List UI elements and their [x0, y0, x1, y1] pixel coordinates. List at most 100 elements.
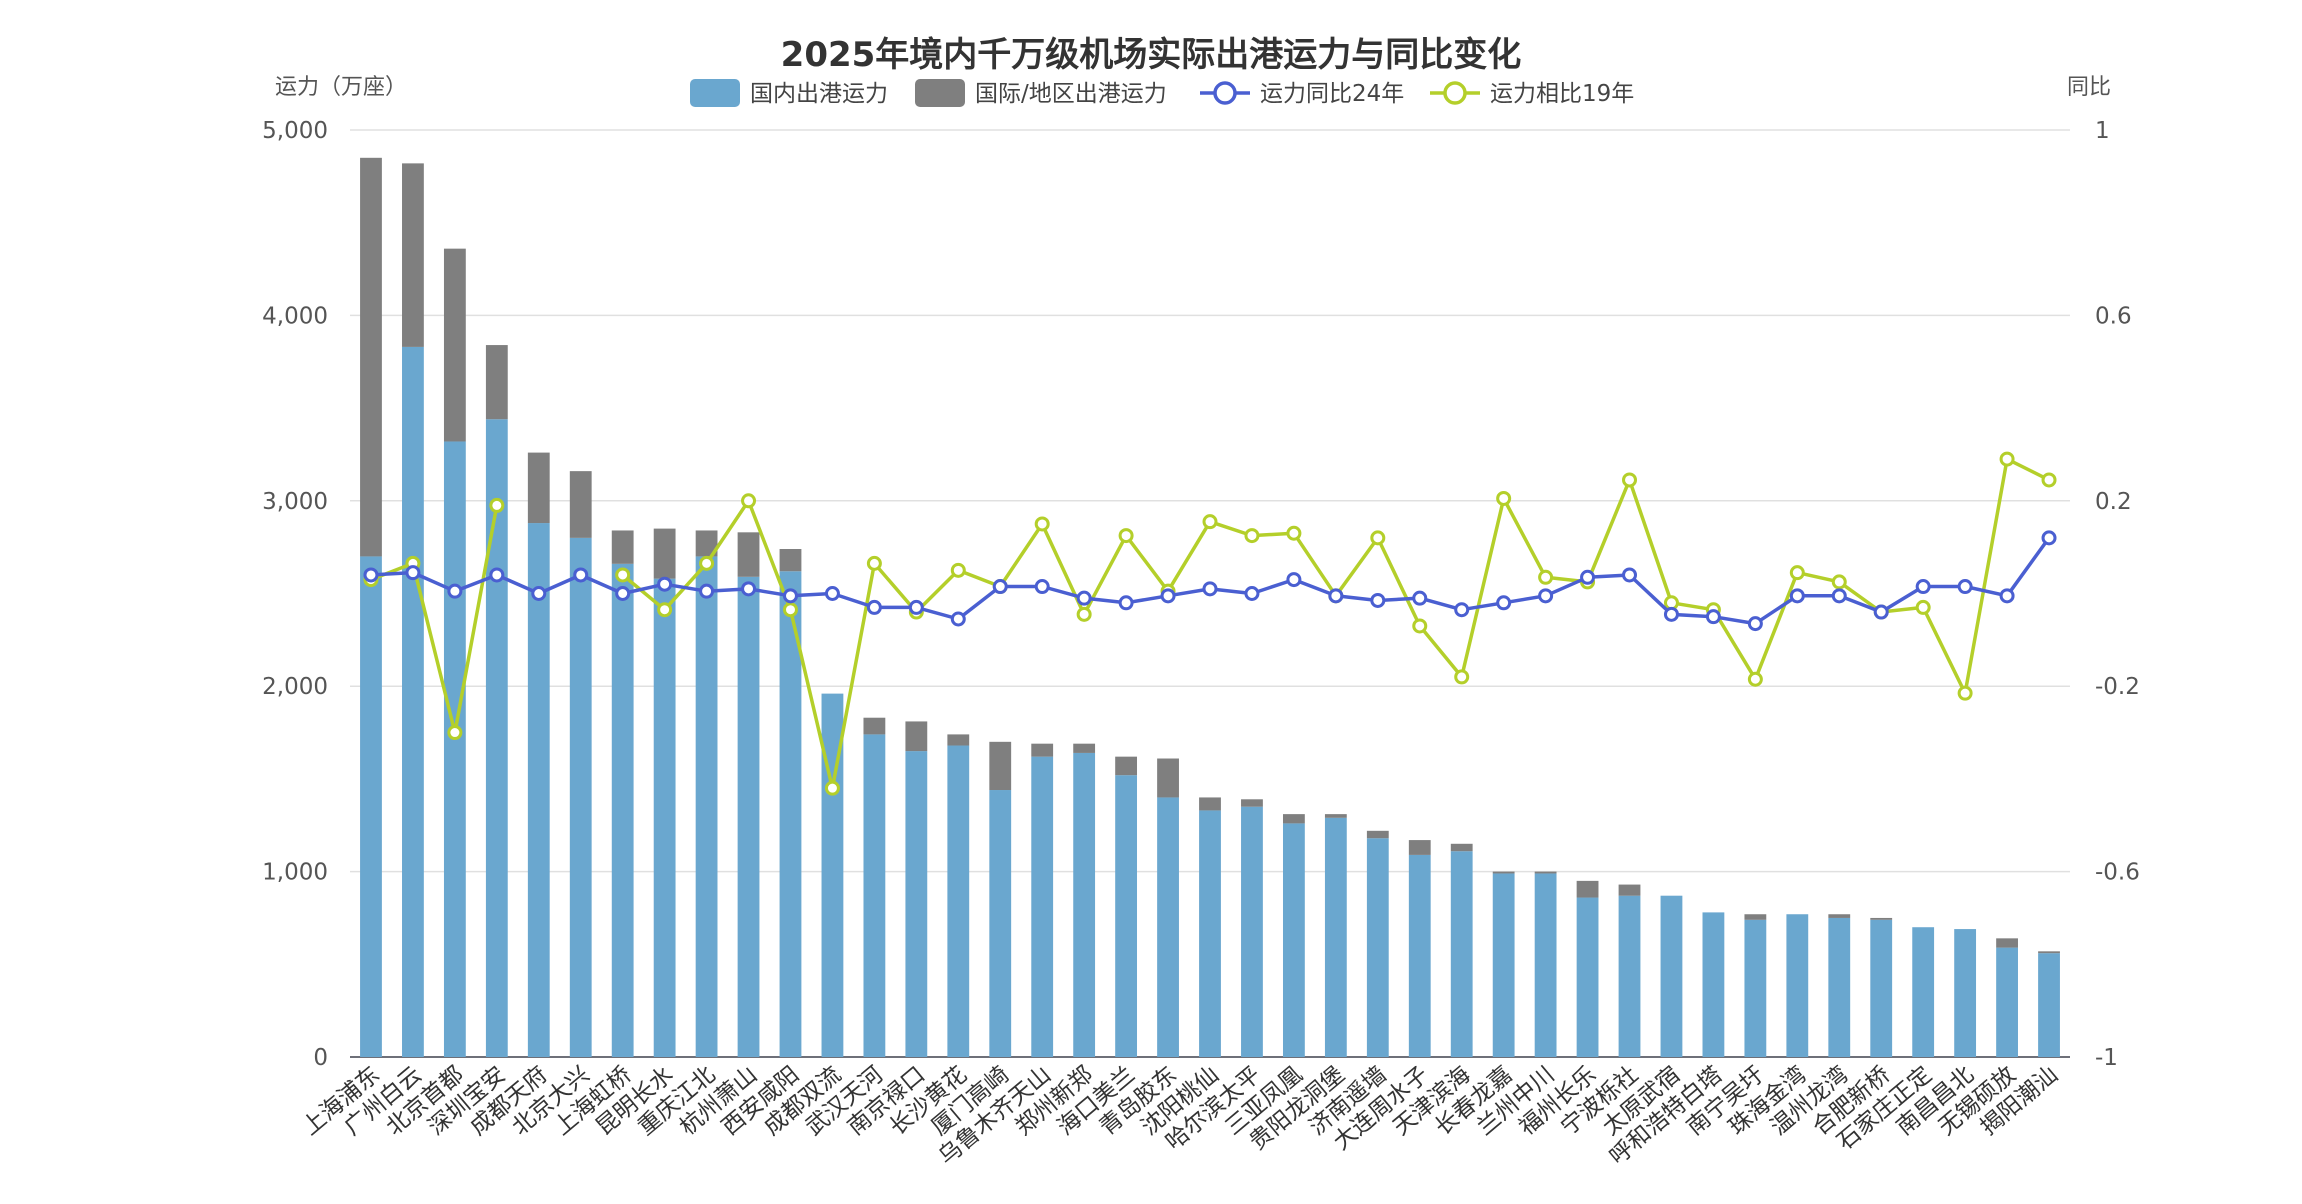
bar-domestic: [779, 571, 802, 1057]
y-tick-left: 2,000: [262, 674, 328, 700]
point-yoy24: [1580, 569, 1596, 585]
y-axis-right-label: 同比: [2067, 75, 2111, 100]
y-tick-left: 3,000: [262, 489, 328, 515]
bar-international: [1199, 797, 1221, 811]
bar-international: [1534, 871, 1557, 874]
bar-domestic: [569, 537, 592, 1057]
bar-domestic: [1702, 912, 1725, 1057]
point-vs19: [1118, 528, 1134, 544]
y-tick-right: -1: [2095, 1045, 2118, 1071]
bar-domestic: [443, 441, 466, 1057]
bar-international: [1282, 814, 1305, 824]
bar-domestic: [989, 790, 1012, 1057]
bar-international: [1366, 830, 1389, 839]
point-vs19: [657, 602, 673, 618]
bar-domestic: [863, 734, 886, 1057]
bar-international: [2038, 951, 2060, 954]
bar-international: [402, 163, 424, 347]
bar-international: [1870, 917, 1893, 920]
point-yoy24: [489, 567, 505, 583]
bar-domestic: [1618, 895, 1641, 1057]
bar-domestic: [1744, 919, 1767, 1057]
bar-international: [863, 717, 886, 735]
y-axis-left-label: 运力（万座）: [275, 75, 407, 100]
point-yoy24: [1202, 581, 1218, 597]
bar-international: [1157, 758, 1179, 798]
bar-international: [1324, 814, 1347, 818]
y-tick-left: 4,000: [262, 303, 328, 329]
point-vs19: [1454, 669, 1470, 685]
bar-domestic: [1073, 752, 1096, 1057]
point-yoy24: [1328, 588, 1344, 604]
bar-domestic: [1408, 854, 1431, 1057]
point-vs19: [2041, 472, 2057, 488]
bar-international: [1576, 880, 1599, 898]
bar-domestic: [527, 523, 550, 1057]
bar-domestic: [1241, 806, 1263, 1057]
bar-domestic: [360, 556, 382, 1057]
category-labels: 上海浦东广州白云北京首都深圳宝安成都天府北京大兴上海虹桥昆明长水重庆江北杭州萧山…: [298, 1062, 2063, 1171]
bar-domestic: [1786, 914, 1809, 1057]
point-vs19: [824, 780, 840, 796]
bar-domestic: [1534, 873, 1557, 1057]
legend-label: 运力相比19年: [1490, 81, 1634, 107]
point-yoy24: [782, 588, 798, 604]
point-vs19: [1622, 472, 1638, 488]
bar-domestic: [947, 745, 970, 1057]
point-vs19: [1286, 525, 1302, 541]
bar-domestic: [2038, 953, 2060, 1057]
point-yoy24: [1831, 588, 1847, 604]
point-vs19: [950, 562, 966, 578]
point-yoy24: [363, 567, 379, 583]
point-yoy24: [1034, 579, 1050, 595]
bar-international: [1408, 840, 1431, 855]
y-tick-right: -0.6: [2095, 860, 2140, 886]
point-yoy24: [908, 599, 924, 615]
point-yoy24: [1076, 590, 1092, 606]
point-yoy24: [824, 586, 840, 601]
point-vs19: [1747, 671, 1763, 687]
point-yoy24: [1999, 588, 2015, 604]
point-vs19: [1034, 516, 1050, 532]
bar-international: [527, 452, 550, 524]
point-yoy24: [1160, 588, 1176, 604]
point-yoy24: [1496, 595, 1512, 611]
y-tick-left: 1,000: [262, 860, 328, 886]
bar-international: [695, 530, 718, 557]
bar-domestic: [1870, 919, 1893, 1057]
bar-international: [1744, 914, 1767, 920]
bar-domestic: [1324, 817, 1347, 1057]
point-yoy24: [1622, 567, 1638, 583]
bar-domestic: [402, 346, 424, 1058]
point-yoy24: [699, 583, 715, 599]
y-tick-right: 1: [2095, 118, 2110, 144]
bar-international: [485, 345, 508, 420]
bar-domestic: [1492, 873, 1515, 1057]
legend-label: 运力同比24年: [1260, 81, 1404, 107]
point-yoy24: [1286, 572, 1302, 588]
bar-domestic: [1282, 823, 1305, 1057]
point-yoy24: [573, 567, 589, 583]
point-yoy24: [1370, 592, 1386, 608]
point-yoy24: [2041, 530, 2057, 546]
bar-international: [443, 248, 466, 442]
point-yoy24: [1454, 602, 1470, 618]
axis-ticks: 0 1,000 2,000 3,000 4,000 5,000 -1 -0.6 -0.2 0.2 0…: [262, 118, 2140, 1071]
point-vs19: [447, 725, 463, 741]
bar-domestic: [1366, 838, 1389, 1057]
point-vs19: [1538, 569, 1554, 585]
bar-domestic: [1450, 851, 1473, 1057]
legend-label: 国际/地区出港运力: [975, 81, 1167, 107]
bar-international: [1828, 914, 1851, 918]
bars: [360, 157, 2060, 1058]
y-tick-right: 0.2: [2095, 489, 2132, 515]
bar-international: [947, 734, 970, 746]
bar-international: [1073, 743, 1096, 753]
point-yoy24: [1705, 609, 1721, 625]
bar-international: [737, 532, 760, 577]
bar-international: [360, 157, 382, 557]
point-yoy24: [741, 581, 757, 597]
chart-title: 2025年境内千万级机场实际出港运力与同比变化: [781, 35, 1522, 75]
point-vs19: [1076, 606, 1092, 622]
